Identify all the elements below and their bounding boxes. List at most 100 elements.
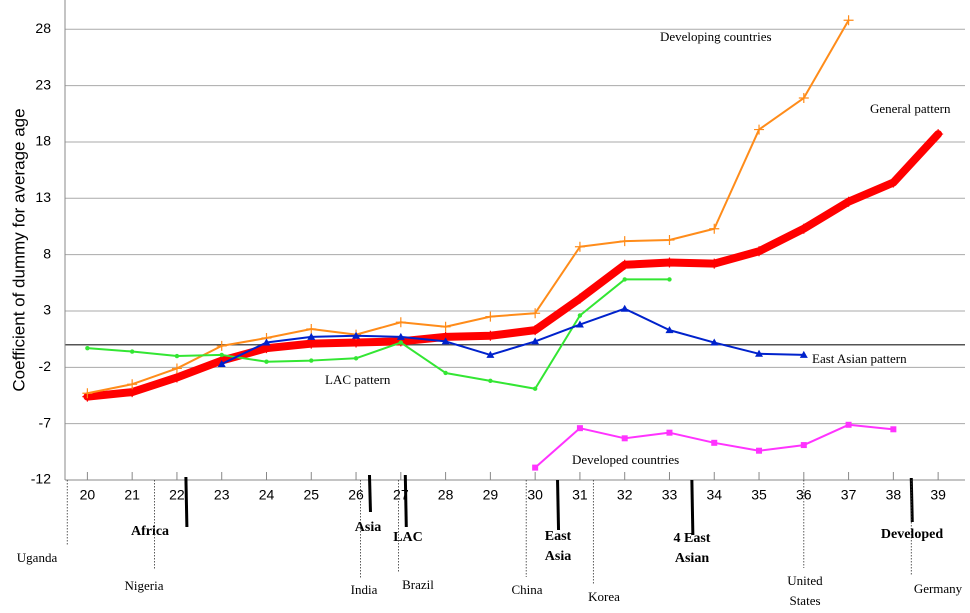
marker — [264, 359, 269, 364]
series-label: General pattern — [870, 101, 951, 116]
region-marker — [403, 474, 408, 528]
region-marker — [909, 477, 914, 523]
marker — [262, 338, 271, 346]
region-label: Asian — [675, 551, 709, 566]
series-label: LAC pattern — [325, 372, 391, 387]
country-label: Uganda — [17, 550, 58, 565]
series-line — [83, 130, 943, 401]
region-marker — [367, 474, 372, 513]
y-tick-label: 18 — [35, 133, 51, 149]
x-tick-label: 23 — [214, 487, 230, 503]
country-label: Germany — [914, 581, 963, 596]
marker — [532, 386, 538, 391]
marker — [709, 258, 720, 269]
series-line — [220, 307, 805, 365]
y-tick-label: 3 — [43, 302, 51, 318]
x-tick-label: 21 — [124, 487, 140, 503]
marker — [174, 353, 180, 359]
region-label: Asia — [545, 549, 571, 564]
marker — [664, 235, 675, 245]
marker — [129, 349, 135, 354]
marker — [488, 378, 493, 384]
marker — [888, 177, 899, 188]
x-tick-label: 37 — [841, 487, 857, 503]
x-tick-label: 35 — [751, 487, 767, 503]
marker — [666, 429, 673, 436]
country-label: States — [789, 593, 820, 608]
x-tick-label: 34 — [706, 487, 722, 503]
x-tick-label: 28 — [438, 487, 454, 503]
region-marker — [690, 479, 695, 536]
marker — [352, 331, 361, 339]
y-tick-label: 13 — [35, 189, 51, 205]
y-tick-label: -12 — [31, 471, 51, 487]
marker — [171, 372, 182, 383]
marker — [532, 464, 539, 471]
country-label: Brazil — [402, 577, 434, 592]
marker — [309, 358, 314, 363]
region-label: Developed — [881, 527, 943, 542]
series-label: Developed countries — [572, 452, 679, 467]
marker — [485, 311, 496, 322]
marker — [396, 332, 405, 340]
country-label: Nigeria — [125, 578, 164, 593]
marker — [395, 317, 406, 328]
x-tick-label: 24 — [259, 487, 275, 503]
marker — [171, 363, 182, 374]
region-label: Africa — [131, 524, 169, 539]
region-label: LAC — [393, 530, 423, 545]
marker — [664, 257, 675, 268]
marker — [800, 442, 807, 449]
marker — [933, 129, 944, 140]
marker — [620, 304, 629, 312]
marker — [710, 338, 719, 346]
marker — [665, 326, 674, 334]
marker — [85, 345, 90, 351]
marker — [754, 246, 765, 257]
y-tick-label: 28 — [35, 20, 51, 36]
marker — [219, 352, 224, 358]
y-tick-label: -7 — [39, 414, 52, 430]
marker — [755, 349, 764, 357]
marker — [843, 15, 854, 26]
region-marker — [556, 479, 561, 531]
country-label: India — [351, 582, 378, 597]
marker — [353, 356, 359, 361]
marker — [798, 93, 809, 104]
marker — [667, 277, 672, 282]
marker — [307, 332, 316, 340]
marker — [486, 350, 495, 358]
marker — [845, 421, 852, 428]
marker — [530, 325, 541, 336]
y-axis-label: Coefficient of dummy for average age — [9, 108, 28, 391]
marker — [306, 324, 317, 335]
country-label: Korea — [588, 589, 620, 604]
x-tick-label: 39 — [930, 487, 946, 503]
marker — [440, 321, 451, 332]
country-label: China — [511, 582, 542, 597]
region-label: Asia — [355, 520, 381, 535]
marker — [754, 124, 765, 135]
marker — [574, 293, 585, 304]
marker — [621, 435, 628, 442]
country-label: United — [787, 573, 823, 588]
marker — [398, 340, 404, 345]
marker — [82, 388, 93, 399]
region-marker — [184, 476, 189, 528]
x-tick-label: 25 — [303, 487, 319, 503]
marker — [890, 426, 897, 433]
marker — [619, 259, 630, 270]
marker — [216, 340, 227, 351]
series-label: Developing countries — [660, 29, 772, 44]
x-tick-label: 22 — [169, 487, 185, 503]
marker — [577, 313, 583, 318]
y-tick-label: 8 — [43, 245, 51, 261]
marker — [530, 308, 541, 319]
x-tick-label: 38 — [886, 487, 902, 503]
x-tick-label: 26 — [348, 487, 364, 503]
marker — [306, 338, 317, 349]
y-tick-label: 23 — [35, 76, 51, 92]
x-tick-label: 20 — [80, 487, 96, 503]
region-label: East — [545, 529, 572, 544]
